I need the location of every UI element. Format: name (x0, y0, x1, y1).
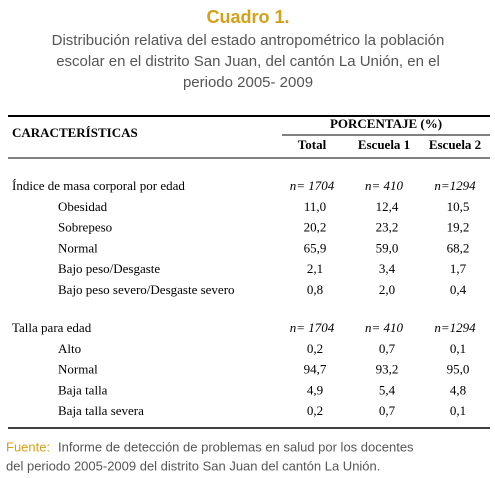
column-header: Total (298, 137, 327, 152)
cell: 4,9 (307, 382, 323, 397)
row-label: Normal (58, 240, 98, 255)
cell: 0,2 (307, 403, 323, 418)
cell: 3,4 (379, 261, 396, 276)
cell: 11,0 (304, 199, 326, 214)
sample-size: n= 1704 (290, 320, 335, 335)
cell: 0,1 (450, 341, 466, 356)
sample-size: n= 410 (365, 178, 404, 193)
cell: 0,1 (450, 403, 466, 418)
column-header: CARACTERÍSTICAS (12, 125, 138, 140)
group-label: Índice de masa corporal por edad (12, 178, 185, 193)
sample-size: n=1294 (434, 178, 476, 193)
group-label: Talla para edad (12, 320, 92, 335)
row-label: Baja talla (58, 382, 108, 397)
column-header: Escuela 2 (429, 137, 481, 152)
cell: 93,2 (376, 362, 399, 377)
cell: 65,9 (304, 240, 327, 255)
cell: 19,2 (447, 220, 470, 235)
cell: 0,8 (307, 282, 323, 297)
cell: 2,1 (307, 261, 323, 276)
cell: 5,4 (379, 382, 396, 397)
cell: 23,2 (376, 220, 399, 235)
cell: 68,2 (447, 240, 470, 255)
cell: 10,5 (447, 199, 470, 214)
row-label: Sobrepeso (58, 220, 112, 235)
cell: 1,7 (450, 261, 467, 276)
source-text: Informe de detección de problemas en sal… (58, 439, 414, 454)
row-label: Baja talla severa (58, 403, 144, 418)
column-header: Escuela 1 (358, 137, 410, 152)
subtitle: escolar en el distrito San Juan, del can… (56, 53, 440, 70)
cell: 0,7 (379, 341, 396, 356)
cell: 94,7 (304, 362, 327, 377)
row-label: Bajo peso severo/Desgaste severo (58, 282, 235, 297)
column-header: PORCENTAJE (%) (330, 116, 442, 131)
row-label: Alto (58, 341, 81, 356)
source-label: Fuente: (6, 439, 50, 454)
cell: 12,4 (376, 199, 399, 214)
cell: 2,0 (379, 282, 395, 297)
cell: 0,2 (307, 341, 323, 356)
cell: 4,8 (450, 382, 466, 397)
row-label: Normal (58, 362, 98, 377)
sample-size: n= 410 (365, 320, 404, 335)
sample-size: n= 1704 (290, 178, 335, 193)
row-label: Obesidad (58, 199, 108, 214)
cell: 59,0 (376, 240, 399, 255)
cell: 95,0 (447, 362, 470, 377)
cell: 20,2 (304, 220, 327, 235)
title: Cuadro 1. (206, 7, 289, 27)
subtitle: periodo 2005- 2009 (183, 74, 313, 91)
cell: 0,4 (450, 282, 467, 297)
subtitle: Distribución relativa del estado antropo… (52, 32, 445, 49)
sample-size: n=1294 (434, 320, 476, 335)
source-text: del periodo 2005-2009 del distrito San J… (6, 458, 380, 473)
row-label: Bajo peso/Desgaste (58, 261, 160, 276)
cell: 0,7 (379, 403, 396, 418)
